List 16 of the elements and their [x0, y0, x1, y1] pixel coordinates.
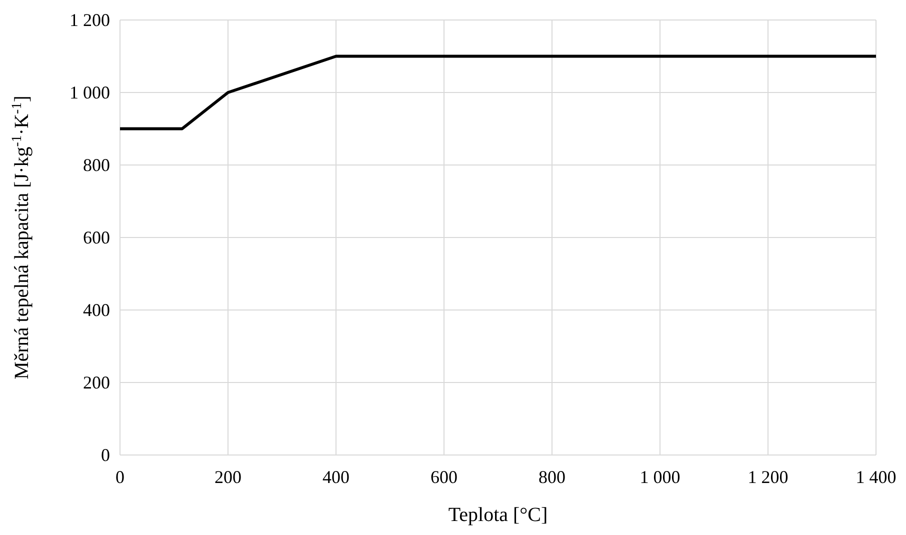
x-tick-label: 800	[538, 467, 566, 487]
y-tick-label: 0	[101, 445, 110, 465]
x-tick-label: 1 000	[640, 467, 680, 487]
y-tick-label: 800	[83, 155, 110, 175]
x-axis-title: Teplota [°C]	[448, 504, 548, 526]
y-tick-label: 400	[83, 300, 110, 320]
y-tick-label: 200	[83, 372, 110, 392]
x-tick-label: 400	[322, 467, 350, 487]
x-tick-label: 1 400	[856, 467, 896, 487]
x-tick-label: 0	[116, 467, 124, 487]
y-tick-label: 1 000	[70, 82, 110, 102]
y-tick-label: 600	[83, 228, 110, 248]
x-tick-label: 1 200	[748, 467, 788, 487]
x-tick-label: 600	[430, 467, 458, 487]
x-tick-label: 200	[214, 467, 242, 487]
y-tick-label: 1 200	[70, 10, 110, 30]
